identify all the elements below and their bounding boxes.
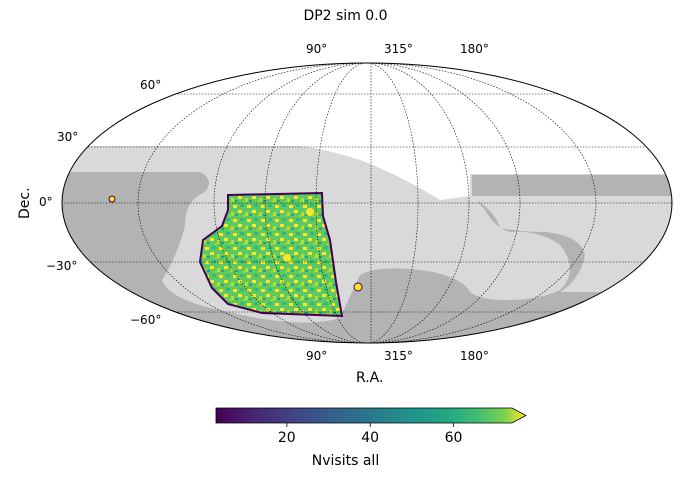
chart-title: DP2 sim 0.0 — [303, 8, 388, 24]
footprint-light-patch — [470, 196, 672, 292]
dec-tick-4: −60° — [130, 313, 162, 327]
dec-tick-1: 30° — [57, 130, 79, 144]
grid-ra-4 — [137, 63, 597, 343]
dec-tick-2: 0° — [39, 195, 53, 209]
ra-tick-top-2: 180° — [460, 42, 489, 56]
grid-ra-2 — [264, 63, 470, 343]
colorbar-tick-label-0: 20 — [277, 430, 296, 446]
map-outline — [61, 62, 673, 344]
deep-field-c — [353, 282, 363, 292]
colorbar-label: Nvisits all — [311, 453, 380, 469]
wfd-footprint — [198, 191, 344, 318]
ra-tick-top-1: 315° — [384, 42, 413, 56]
dec-tick-0: 60° — [140, 78, 162, 92]
y-axis-label: Dec. — [17, 187, 33, 219]
grid-ra-3 — [213, 63, 521, 343]
x-axis-label: R.A. — [356, 370, 384, 386]
grid-ra-1 — [315, 63, 419, 343]
colorbar-fill — [215, 407, 527, 424]
colorbar-tick-label-1: 40 — [361, 430, 380, 446]
sky-map — [61, 62, 673, 344]
colorbar-tick-label-2: 60 — [444, 430, 463, 446]
ra-tick-top-0: 90° — [306, 42, 328, 56]
dec-tick-3: −30° — [46, 259, 78, 273]
colorbar — [215, 407, 527, 427]
deep-field-d — [108, 195, 116, 203]
ra-tick-bottom-1: 315° — [384, 349, 413, 363]
ra-tick-bottom-0: 90° — [306, 349, 328, 363]
deep-field-a — [306, 208, 314, 216]
deep-field-b — [283, 254, 291, 262]
ra-tick-bottom-2: 180° — [460, 349, 489, 363]
